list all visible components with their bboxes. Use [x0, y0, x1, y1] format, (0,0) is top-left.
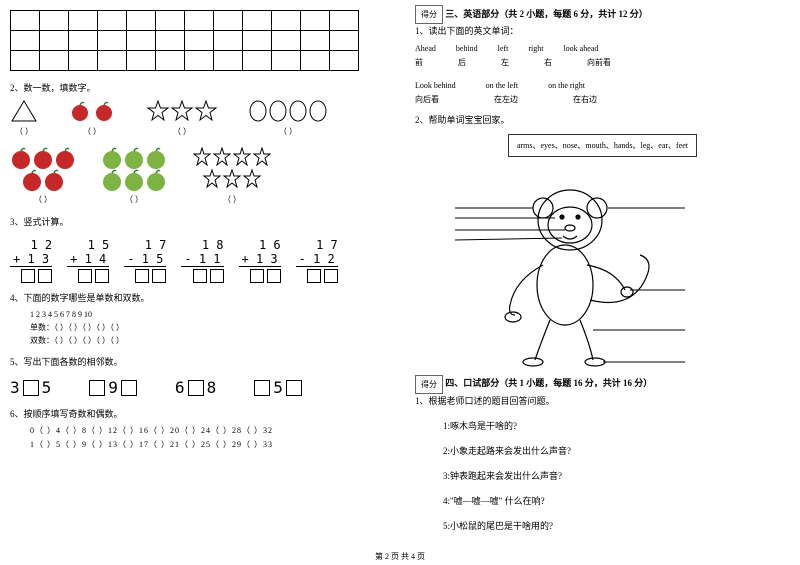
- section4-header: 得分 四、口试部分（共 1 小题，每题 16 分，共计 16 分）: [415, 375, 790, 394]
- neighbor-item: 5: [254, 378, 302, 397]
- oral-q5: 5:小松鼠的尾巴是干啥用的?: [443, 519, 790, 532]
- q4-odd: 单数：（ ）（ ）（ ）（ ）（ ）: [30, 322, 390, 335]
- en-q2-title: 2、帮助单词宝宝回家。: [415, 113, 790, 126]
- q2-title: 2、数一数，填数字。: [10, 81, 390, 94]
- section3-header: 得分 三、英语部分（共 2 小题，每题 6 分，共计 12 分）: [415, 5, 790, 24]
- paren-label: （ ）: [10, 194, 76, 205]
- paren-label: （ ）: [68, 126, 116, 137]
- paren-label: （ ）: [192, 194, 272, 205]
- word-cn: 向前看: [587, 56, 611, 70]
- word: left: [498, 42, 509, 56]
- left-column: 2、数一数，填数字。 （ ） （ ）: [0, 0, 400, 545]
- q4-title: 4、下面的数字哪些是单数和双数。: [10, 291, 390, 304]
- paren-label: （ ）: [10, 126, 38, 137]
- arith-top: 1 5: [67, 238, 109, 252]
- count-row-1: （ ） （ ） （ ）: [10, 99, 390, 137]
- q4-numbers: 1 2 3 4 5 6 7 8 9 10: [30, 309, 390, 322]
- word-cn: 左: [501, 56, 509, 70]
- triangle-group: （ ）: [10, 99, 38, 137]
- q6-seq1: 0（ ）4（ ）8（ ）12（ ）16（ ）20（ ）24（ ）28（ ）32: [30, 425, 390, 436]
- apple-pair: （ ）: [68, 99, 116, 137]
- word-cn: 右: [544, 56, 552, 70]
- paren-label: （ ）: [146, 126, 218, 137]
- word: Ahead: [415, 42, 436, 56]
- neighbor-row: 35 9 68 5: [10, 378, 390, 397]
- neighbor-item: 35: [10, 378, 51, 397]
- word-cn: 前: [415, 56, 423, 70]
- q6-seq2: 1（ ）5（ ）9（ ）13（ ）17（ ）21（ ）25（ ）29（ ）33: [30, 439, 390, 450]
- word-cn: 向后看: [415, 93, 439, 107]
- english-words: Ahead behind left right look ahead 前 后 左…: [415, 42, 790, 108]
- grid-table: [10, 10, 359, 71]
- arith-top: 1 2: [10, 238, 52, 252]
- word-cn: 后: [458, 56, 466, 70]
- oral-q1: 1:啄木鸟是干啥的?: [443, 419, 790, 432]
- arith-problem: 1 5 + 1 4: [67, 238, 109, 283]
- oral-q2: 2:小象走起路来会发出什么声音?: [443, 444, 790, 457]
- word: Look behind: [415, 79, 456, 93]
- arith-bottom: + 1 4: [67, 252, 109, 267]
- arith-problem: 1 8 - 1 1: [181, 238, 223, 283]
- stars-7: （ ）: [192, 147, 272, 205]
- red-apples-5: （ ）: [10, 147, 76, 205]
- word: on the right: [548, 79, 585, 93]
- oral-title: 1、根据老师口述的题目回答问题。: [415, 394, 790, 407]
- arith-bottom: - 1 5: [124, 252, 166, 267]
- arithmetic-row: 1 2 + 1 3 1 5 + 1 4 1 7 - 1 5 1 8 - 1 1: [10, 238, 390, 283]
- word: right: [528, 42, 543, 56]
- arith-top: 1 7: [296, 238, 338, 252]
- q6-title: 6、按顺序填写奇数和偶数。: [10, 407, 390, 420]
- word-cn: 在右边: [573, 93, 597, 107]
- arith-problem: 1 6 + 1 3: [239, 238, 281, 283]
- oval-quad: （ ）: [248, 99, 328, 137]
- star-triple: （ ）: [146, 99, 218, 137]
- word: on the left: [486, 79, 518, 93]
- monkey-icon: [415, 170, 705, 370]
- arith-top: 1 6: [239, 238, 281, 252]
- count-row-2: （ ） （ ）: [10, 147, 390, 205]
- arith-top: 1 7: [124, 238, 166, 252]
- green-apples-6: （ ）: [101, 147, 167, 205]
- score-box: 得分: [415, 375, 443, 394]
- word: look ahead: [563, 42, 598, 56]
- oral-q4: 4:"嘘—嘘—嘘" 什么在响?: [443, 494, 790, 507]
- arith-bottom: + 1 3: [239, 252, 281, 267]
- q5-title: 5、写出下面各数的相邻数。: [10, 355, 390, 368]
- arith-problem: 1 2 + 1 3: [10, 238, 52, 283]
- arith-problem: 1 7 - 1 2: [296, 238, 338, 283]
- section3-title: 三、英语部分（共 2 小题，每题 6 分，共计 12 分）: [445, 9, 648, 19]
- neighbor-item: 68: [175, 378, 216, 397]
- q4-content: 1 2 3 4 5 6 7 8 9 10 单数：（ ）（ ）（ ）（ ）（ ） …: [30, 309, 390, 347]
- page-footer: 第 2 页 共 4 页: [0, 551, 800, 562]
- oral-q3: 3:钟表跑起来会发出什么声音?: [443, 469, 790, 482]
- right-column: 得分 三、英语部分（共 2 小题，每题 6 分，共计 12 分） 1、读出下面的…: [400, 0, 800, 545]
- en-q1-title: 1、读出下面的英文单词：: [415, 24, 790, 37]
- monkey-diagram: [415, 170, 705, 370]
- word-list-box: arms、eyes、nose、mouth、hands、leg、ear、feet: [508, 134, 697, 157]
- word: behind: [456, 42, 478, 56]
- word-cn: 在左边: [494, 93, 518, 107]
- paren-label: （ ）: [248, 126, 328, 137]
- neighbor-item: 9: [89, 378, 137, 397]
- q4-even: 双数：（ ）（ ）（ ）（ ）（ ）: [30, 335, 390, 348]
- arith-top: 1 8: [181, 238, 223, 252]
- arith-bottom: - 1 2: [296, 252, 338, 267]
- paren-label: （ ）: [101, 194, 167, 205]
- arith-bottom: + 1 3: [10, 252, 52, 267]
- section4-title: 四、口试部分（共 1 小题，每题 16 分，共计 16 分）: [445, 378, 652, 388]
- score-box: 得分: [415, 5, 443, 24]
- arith-problem: 1 7 - 1 5: [124, 238, 166, 283]
- q3-title: 3、竖式计算。: [10, 215, 390, 228]
- arith-bottom: - 1 1: [181, 252, 223, 267]
